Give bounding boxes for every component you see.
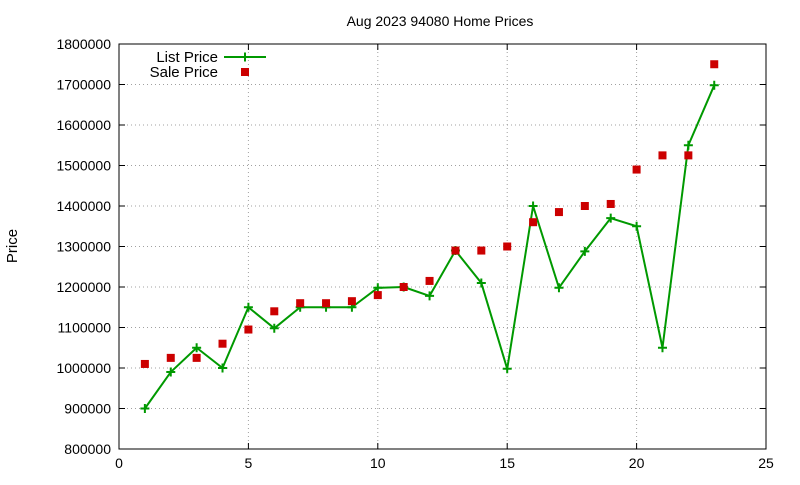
legend-label: List Price: [156, 49, 218, 66]
list-price-series-line: [144, 84, 716, 410]
sale-price-point: [684, 151, 693, 160]
sale-price-point: [554, 208, 563, 217]
sale-price-point: [192, 353, 201, 362]
y-tick-label: 1000000: [56, 360, 111, 376]
list-price-point: [166, 367, 176, 377]
legend-square-marker: [241, 68, 249, 76]
y-tick-label: 1500000: [56, 158, 111, 174]
sale-price-point: [477, 246, 486, 255]
sale-price-point: [658, 151, 667, 160]
list-price-point: [709, 80, 719, 90]
list-price-point: [218, 363, 228, 373]
sale-price-point: [166, 353, 175, 362]
sale-price-point: [322, 299, 331, 308]
sale-price-point: [580, 202, 589, 210]
chart-title: Aug 2023 94080 Home Prices: [347, 13, 534, 29]
sale-price-point: [425, 276, 434, 285]
y-tick-label: 1200000: [56, 279, 111, 295]
x-tick-label: 5: [245, 455, 253, 471]
list-price-point: [476, 278, 486, 288]
legend-plus-marker: [240, 52, 250, 62]
sale-price-point: [503, 242, 512, 251]
list-price-point: [373, 283, 383, 293]
sale-price-point: [218, 339, 227, 348]
x-tick-label: 25: [758, 455, 774, 471]
sale-price-point: [296, 299, 305, 308]
axes: 0 5 10 15 20 25 800000 900000 1000000 1100000 1200…: [56, 36, 774, 471]
list-price-point: [632, 221, 642, 231]
sale-price-point: [632, 165, 641, 174]
x-tick-label: 20: [629, 455, 645, 471]
y-tick-label: 1700000: [56, 77, 111, 93]
sale-price-point: [606, 199, 615, 208]
plot-area: [140, 60, 719, 413]
sale-price-point: [270, 307, 279, 316]
x-tick-label: 10: [370, 455, 386, 471]
list-price-point: [606, 213, 616, 223]
sale-price-point: [347, 297, 356, 306]
sale-price-point: [529, 218, 538, 227]
list-price-point: [425, 291, 435, 301]
x-tick-label: 0: [115, 455, 123, 471]
sale-price-point: [399, 283, 408, 291]
y-tick-label: 1400000: [56, 198, 111, 214]
y-tick-label: 1100000: [58, 320, 112, 336]
y-tick-label: 800000: [64, 441, 111, 457]
y-tick-label: 1300000: [56, 239, 111, 255]
list-price-point: [554, 283, 564, 293]
plot-frame: [118, 43, 767, 450]
y-tick-label: 1600000: [56, 117, 111, 133]
y-tick-label: 1800000: [56, 36, 111, 52]
sale-price-point: [140, 359, 149, 368]
sale-price-point: [710, 60, 719, 69]
list-price-point: [269, 323, 279, 333]
list-price-point: [243, 302, 253, 312]
list-price-point: [580, 246, 590, 256]
legend-label: Sale Price: [150, 64, 218, 81]
list-price-point: [192, 343, 202, 353]
list-price-point: [657, 343, 667, 353]
y-tick-label: 900000: [64, 401, 111, 417]
list-price-point: [502, 364, 512, 374]
sale-price-point: [244, 325, 253, 334]
sale-price-point: [451, 246, 460, 255]
list-price-point: [140, 404, 150, 413]
x-tick-label: 15: [499, 455, 515, 471]
list-price-point: [528, 201, 538, 211]
sale-price-point: [373, 291, 382, 300]
y-axis-label: Price: [4, 229, 21, 263]
grid: [119, 44, 766, 449]
list-price-point: [683, 140, 693, 150]
